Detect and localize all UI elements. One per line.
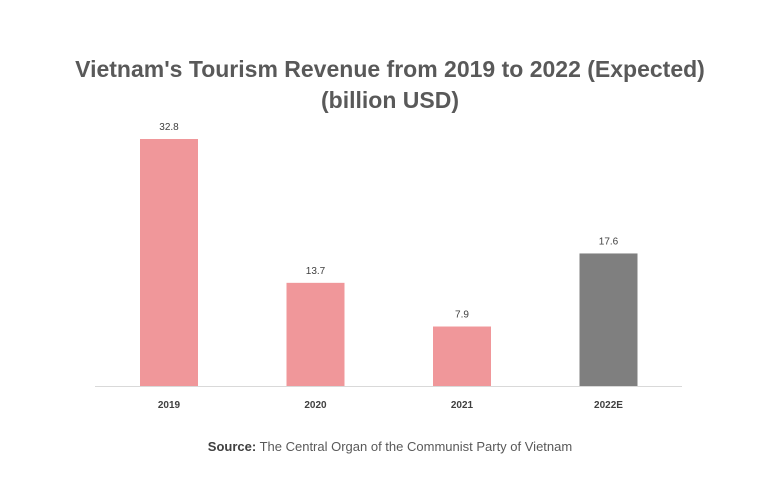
data-label: 13.7	[306, 266, 326, 277]
chart-subtitle: (billion USD)	[321, 87, 459, 113]
bar-2019	[140, 139, 198, 386]
x-tick-label: 2022E	[594, 400, 623, 411]
source-note: Source: The Central Organ of the Communi…	[0, 439, 780, 454]
x-tick-label: 2020	[304, 400, 327, 411]
bar-2022E	[579, 253, 638, 386]
data-label: 32.8	[159, 122, 179, 133]
source-label: Source:	[207, 439, 257, 454]
bar-2021	[433, 326, 491, 386]
bar-2020	[286, 282, 345, 386]
data-label: 17.6	[599, 236, 619, 247]
x-tick-label: 2019	[158, 400, 181, 411]
x-tick-label: 2021	[451, 400, 474, 411]
data-label: 7.9	[455, 310, 469, 321]
source-text: The Central Organ of the Communist Party…	[256, 439, 573, 454]
chart-title: Vietnam's Tourism Revenue from 2019 to 2…	[75, 56, 705, 82]
